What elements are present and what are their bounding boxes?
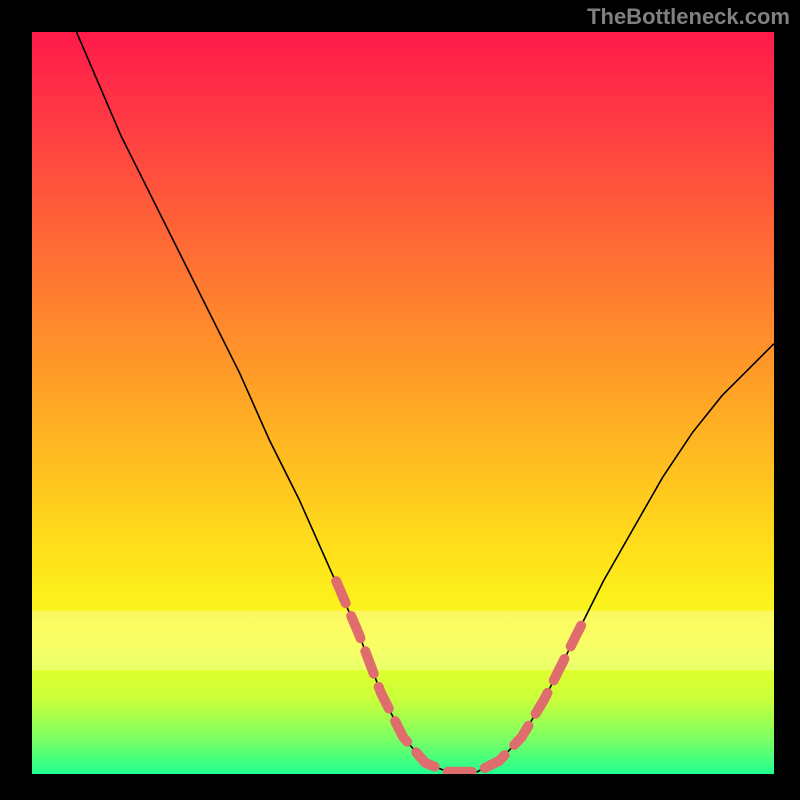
chart-curve bbox=[32, 32, 774, 774]
watermark-text: TheBottleneck.com bbox=[587, 4, 790, 30]
plot-area bbox=[32, 32, 774, 774]
